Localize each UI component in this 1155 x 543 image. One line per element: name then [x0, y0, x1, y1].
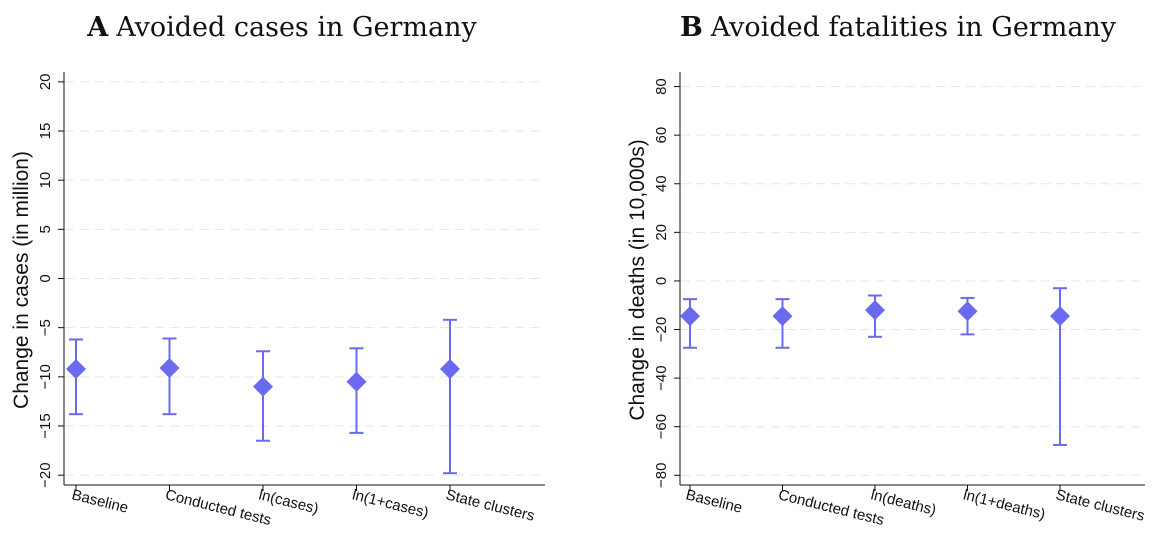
panel-a-y-axis-label: Change in cases (in million)	[10, 151, 33, 409]
panel-b-y-tick-label: 0	[653, 277, 670, 285]
panel-a-y-tick-label: 10	[37, 172, 54, 189]
panel-a-y-tick-label: −10	[37, 364, 54, 389]
panel-a-category-label: ln(1+cases)	[351, 486, 431, 521]
panel-b-y-tick-label: 20	[653, 224, 670, 241]
panel-b-point-estimate	[865, 300, 885, 321]
panel-a-y-tick-label: 0	[37, 274, 54, 282]
panel-b-y-tick-label: −40	[653, 365, 670, 390]
panel-b-y-tick-label: −20	[653, 317, 670, 342]
panel-a-title: A Avoided cases in Germany	[86, 12, 477, 43]
panel-b-y-tick-label: −60	[653, 414, 670, 439]
panel-b-title: B Avoided fatalities in Germany	[680, 12, 1117, 43]
panel-a-category-label: Conducted tests	[164, 486, 273, 529]
panel-a-y-tick-label: −20	[37, 462, 54, 487]
panel-a-point-estimate	[346, 371, 367, 392]
panel-b-category-label: State clusters	[1054, 486, 1146, 524]
panel-b-title-text: Avoided fatalities in Germany	[710, 12, 1117, 43]
panel-b-point-estimate	[957, 301, 978, 322]
panel-b-y-tick-label: 60	[653, 127, 670, 144]
panel-a-point-estimate	[159, 357, 180, 378]
panel-b-y-axis-label: Change in deaths (in 10,000s)	[626, 139, 649, 420]
panel-b-point-estimate	[772, 306, 793, 327]
panel-b-point-estimate	[1050, 306, 1070, 327]
panel-a-point-estimate	[66, 358, 86, 379]
panel-a: A Avoided cases in Germany Change in case…	[10, 12, 545, 529]
panel-a-y-tick-label: −15	[37, 413, 54, 438]
panel-b-title-letter: B	[680, 12, 703, 43]
panel-b-y-ticks: −80 −60 −40 −20 0 20 40 60 80	[653, 78, 680, 488]
panel-a-point-estimate	[253, 376, 273, 397]
panel-b-gridlines	[681, 86, 1145, 476]
panel-b-category-label: ln(1+deaths)	[962, 486, 1047, 523]
panel-b-marks	[680, 287, 1070, 446]
panel-a-y-tick-label: 15	[37, 123, 54, 140]
panel-a-category-label: Baseline	[70, 486, 130, 516]
panel-a-y-ticks: −20 −15 −10 −5 0 5 10 15 20	[37, 73, 64, 488]
panel-a-y-tick-label: 5	[37, 225, 54, 233]
panel-b-y-tick-label: 80	[653, 78, 670, 95]
panel-b-point-estimate	[680, 306, 700, 327]
panel-b-category-label: Baseline	[684, 486, 744, 516]
panel-a-title-text: Avoided cases in Germany	[115, 12, 477, 43]
panel-a-category-label: State clusters	[444, 486, 536, 524]
panel-a-point-estimate	[440, 358, 460, 379]
panel-b-category-label: Conducted tests	[777, 486, 886, 529]
panel-a-gridlines	[65, 81, 545, 476]
panel-b: B Avoided fatalities in Germany Change in…	[626, 12, 1146, 529]
panel-a-title-letter: A	[86, 12, 109, 43]
panel-b-y-tick-label: −80	[653, 463, 670, 488]
panel-a-y-tick-label: −5	[37, 319, 54, 336]
panel-b-y-tick-label: 40	[653, 175, 670, 192]
panel-a-y-tick-label: 20	[37, 73, 54, 90]
panel-a-marks	[66, 318, 460, 475]
